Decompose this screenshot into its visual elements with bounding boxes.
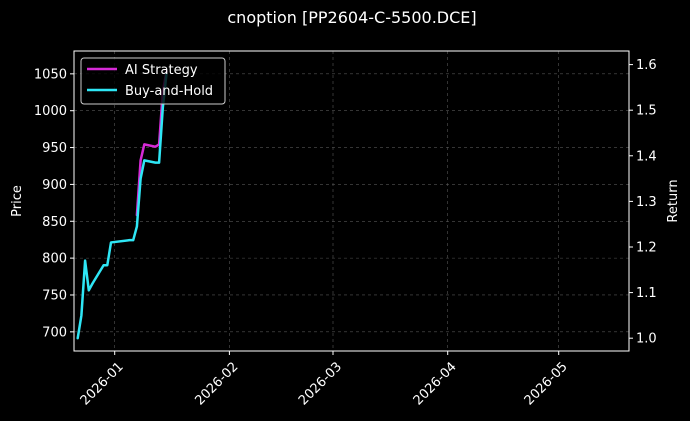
- y2-axis-title: Return: [666, 179, 681, 222]
- series-line-buy-and-hold: [76, 72, 168, 340]
- y-tick-label: 950: [42, 141, 67, 156]
- y-tick-label: 900: [42, 178, 67, 193]
- y-tick-label: 800: [42, 252, 67, 267]
- legend-label-buy-and-hold: Buy-and-Hold: [125, 84, 213, 99]
- y2-tick-label: 1.1: [636, 286, 657, 301]
- y-tick-label: 750: [42, 288, 67, 303]
- y2-tick-label: 1.6: [636, 58, 657, 73]
- y-axis-title: Price: [10, 185, 25, 217]
- y-tick-label: 1050: [34, 67, 67, 82]
- y-tick-label: 700: [42, 325, 67, 340]
- legend: AI Strategy Buy-and-Hold: [80, 57, 226, 105]
- y2-tick-label: 1.4: [636, 149, 657, 164]
- y2-tick-label: 1.3: [636, 195, 657, 210]
- y2-tick-label: 1.5: [636, 104, 657, 119]
- y-tick-label: 1000: [34, 104, 67, 119]
- chart-title: cnoption [PP2604-C-5500.DCE]: [227, 8, 476, 27]
- y2-tick-label: 1.0: [636, 332, 657, 347]
- y-tick-label: 850: [42, 215, 67, 230]
- y2-tick-label: 1.2: [636, 240, 657, 255]
- legend-label-ai-strategy: AI Strategy: [125, 63, 198, 78]
